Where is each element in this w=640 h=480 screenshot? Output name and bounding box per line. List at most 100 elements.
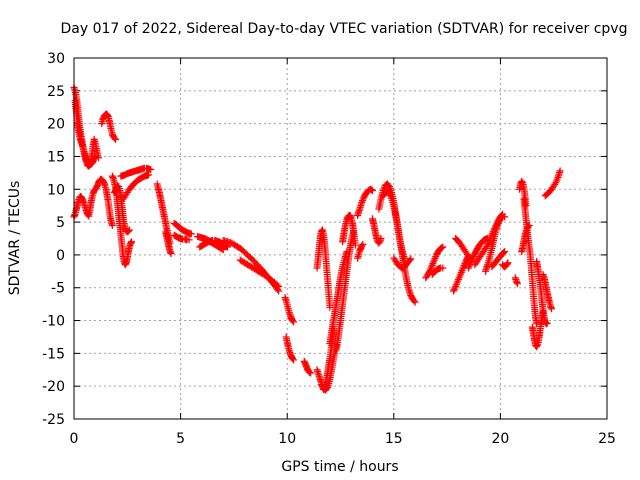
data-point — [406, 256, 414, 264]
series-track-09 — [119, 171, 153, 203]
series-track-04 — [85, 175, 116, 229]
series-track-40 — [488, 248, 509, 271]
data-point — [411, 298, 419, 306]
data-point — [484, 241, 492, 249]
data-point — [368, 187, 376, 195]
data-point — [501, 248, 509, 256]
data-point — [469, 254, 477, 262]
data-point — [273, 281, 281, 289]
data-point — [307, 369, 315, 377]
data-point — [375, 239, 383, 247]
y-tick-label: -20 — [42, 379, 65, 395]
data-point — [351, 241, 359, 249]
series-track-45 — [518, 221, 533, 256]
data-point — [501, 213, 509, 221]
data-point — [377, 235, 385, 242]
data-point — [451, 284, 459, 292]
data-point — [289, 355, 297, 363]
data-point — [497, 214, 505, 222]
x-axis-label: GPS time / hours — [281, 459, 398, 475]
data-point — [504, 259, 512, 267]
y-tick-label: 25 — [47, 84, 65, 100]
series-track-23 — [326, 248, 351, 348]
y-tick-label: 10 — [47, 182, 65, 198]
series-track-17 — [236, 256, 283, 290]
series-track-19 — [282, 333, 298, 364]
y-tick-label: -5 — [51, 281, 65, 297]
data-point — [367, 186, 375, 194]
x-tick-label: 20 — [491, 431, 509, 447]
data-point — [439, 243, 447, 251]
data-point — [111, 134, 119, 142]
plot-frame — [73, 57, 608, 420]
data-point — [147, 166, 155, 174]
series-track-22 — [313, 226, 334, 311]
series-track-25 — [332, 228, 357, 354]
data-point — [556, 167, 564, 175]
data-point — [449, 287, 457, 295]
data-point — [525, 221, 533, 229]
series-track-39 — [481, 213, 509, 275]
series-track-02 — [71, 97, 99, 168]
chart-title: Day 017 of 2022, Sidereal Day-to-day VTE… — [61, 21, 628, 37]
data-point — [290, 318, 298, 326]
y-axis-label: SDTVAR / TECUs — [7, 181, 23, 296]
series-track-05 — [98, 110, 120, 143]
data-point — [518, 177, 526, 185]
data-point — [513, 280, 521, 288]
data-point — [410, 297, 418, 305]
y-tick-label: -15 — [42, 346, 65, 362]
series-track-47 — [533, 257, 551, 328]
data-point — [323, 385, 331, 393]
series-track-42 — [511, 274, 521, 288]
y-tick-label: 0 — [56, 248, 65, 264]
series-track-32 — [390, 254, 415, 272]
data-point — [306, 368, 314, 376]
series-track-07 — [111, 182, 133, 236]
data-point — [91, 152, 99, 160]
data-point — [108, 221, 116, 229]
data-point — [438, 244, 446, 252]
data-point — [494, 219, 502, 227]
series-track-43 — [516, 177, 530, 210]
series-track-26 — [339, 212, 359, 249]
series-track-27 — [354, 185, 376, 220]
series-track-12 — [170, 219, 195, 238]
data-point — [112, 135, 120, 143]
data-point — [533, 320, 541, 328]
series-track-20 — [300, 357, 315, 377]
data-point — [185, 236, 193, 244]
y-tick-label: -10 — [42, 314, 65, 330]
data-point — [187, 230, 195, 238]
y-tick-label: 5 — [56, 215, 65, 231]
data-points — [70, 84, 564, 394]
data-point — [407, 255, 415, 263]
series-track-28 — [354, 240, 367, 262]
data-point — [500, 249, 508, 257]
series-track-08 — [117, 164, 155, 180]
x-tick-label: 25 — [598, 431, 616, 447]
data-point — [124, 227, 132, 235]
series-track-33 — [422, 243, 447, 282]
series-track-11 — [162, 228, 175, 258]
series-track-16 — [219, 236, 283, 295]
series-track-44 — [520, 195, 541, 328]
data-point — [145, 171, 153, 179]
y-tick-label: 20 — [47, 117, 65, 133]
data-point — [543, 319, 551, 327]
x-tick-label: 0 — [70, 431, 79, 447]
data-point — [275, 282, 283, 290]
data-point — [468, 256, 476, 264]
data-point — [128, 238, 136, 246]
series-track-29 — [368, 215, 385, 247]
data-point — [359, 240, 367, 248]
y-tick-label: 30 — [47, 51, 65, 67]
series-track-41 — [499, 259, 512, 271]
x-tick-label: 5 — [176, 431, 185, 447]
data-point — [289, 317, 297, 325]
data-point — [469, 253, 477, 261]
series-track-31 — [379, 188, 419, 306]
series-track-18 — [281, 294, 298, 326]
data-point — [167, 250, 175, 258]
